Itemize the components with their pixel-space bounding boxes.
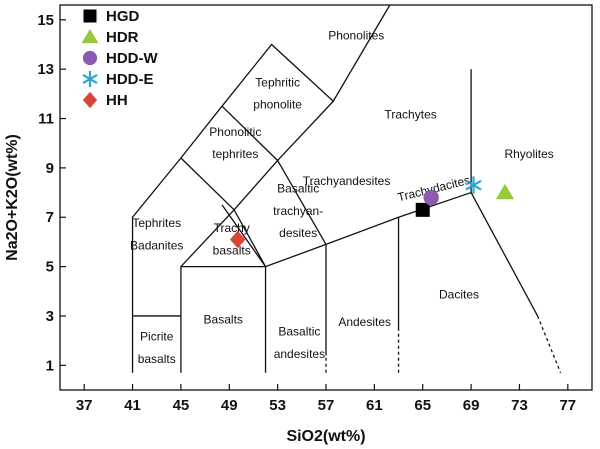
y-tick-label: 15 — [37, 12, 54, 29]
marker-triangle — [81, 28, 99, 44]
x-tick-label: 73 — [511, 397, 528, 414]
field-label: Tephritic — [255, 75, 300, 89]
y-axis-title: Na2O+K2O(wt%) — [4, 134, 21, 261]
legend-item-hdr: HDR — [81, 28, 139, 46]
field-label: Basaltic — [277, 182, 319, 196]
x-tick-label: 69 — [463, 397, 480, 414]
legend-label: HDR — [106, 29, 139, 46]
field-boundary-line — [277, 160, 327, 245]
marker-asterisk-stroke — [465, 179, 482, 191]
field-label: Andesites — [338, 315, 391, 329]
field-label: Badanites — [130, 238, 183, 252]
legend-item-hdd-e: HDD-E — [82, 70, 154, 88]
legend-item-hgd: HGD — [83, 8, 140, 25]
marker-asterisk-stroke — [82, 73, 98, 85]
x-tick-label: 41 — [124, 397, 141, 414]
field-label: Basaltic — [278, 325, 320, 339]
field-boundary-line — [470, 192, 539, 317]
field-label: Dacites — [439, 288, 479, 302]
x-tick-label: 57 — [318, 397, 335, 414]
field-boundary-line — [233, 209, 267, 267]
marker-square — [415, 202, 430, 217]
data-point-hdd-e — [465, 176, 482, 194]
y-tick-label: 9 — [46, 160, 54, 177]
x-tick-label: 61 — [366, 397, 383, 414]
x-axis-title: SiO2(wt%) — [286, 428, 365, 445]
legend-label: HDD-W — [106, 50, 158, 67]
x-tick-label: 37 — [76, 397, 93, 414]
field-label: desites — [279, 226, 317, 240]
field-boundary-line — [180, 157, 235, 211]
y-tick-label: 5 — [46, 259, 54, 276]
field-boundary-dashed — [536, 315, 562, 373]
marker-triangle — [495, 183, 515, 200]
legend-label: HGD — [106, 8, 140, 25]
data-point-hdr — [495, 183, 515, 200]
field-label: basalts — [138, 352, 176, 366]
legend: HGD HDR HDD-W HDD-E HH — [81, 8, 158, 109]
y-tick-label: 11 — [38, 111, 54, 128]
marker-square — [83, 9, 97, 23]
field-label: trachyan- — [273, 204, 323, 218]
x-tick-label: 53 — [269, 397, 286, 414]
field-label: Trachyandesites — [303, 174, 391, 188]
legend-item-hdd-w: HDD-W — [82, 50, 158, 67]
field-label: basalts — [213, 243, 251, 257]
marker-circle — [423, 189, 439, 206]
data-point-hdd-w — [423, 189, 439, 206]
field-boundary-line — [221, 105, 279, 161]
x-tick-label: 77 — [559, 397, 576, 414]
field-label: Trachytes — [385, 108, 437, 122]
legend-label: HH — [106, 92, 128, 109]
field-label: Phonolitic — [209, 125, 261, 139]
marker-circle — [82, 50, 98, 66]
legend-label: HDD-E — [106, 71, 154, 88]
field-labels: Phonolites Tephritic phonolite Phonolitic te… — [130, 29, 554, 366]
field-label: tephrites — [212, 147, 258, 161]
field-label: Basalts — [204, 312, 243, 326]
x-axis: 37 41 45 49 53 57 61 65 69 73 77 — [76, 384, 576, 414]
field-label: Rhyolites — [504, 147, 553, 161]
field-label: Phonolites — [328, 29, 384, 43]
field-label: Picrite — [140, 330, 174, 344]
marker-diamond — [82, 91, 98, 109]
x-tick-label: 65 — [414, 397, 431, 414]
y-tick-label: 7 — [46, 209, 54, 226]
y-tick-label: 13 — [37, 61, 54, 78]
data-points — [230, 176, 515, 249]
field-label: andesites — [274, 347, 325, 361]
legend-item-hh: HH — [82, 91, 128, 109]
field-label: Tephrites — [132, 216, 181, 230]
field-label: Trachy — [214, 221, 250, 235]
y-tick-label: 1 — [46, 357, 54, 374]
marker-diamond — [230, 230, 246, 249]
x-tick-label: 45 — [173, 397, 190, 414]
data-point-hh — [230, 230, 246, 249]
field-label: phonolite — [253, 98, 302, 112]
x-tick-label: 49 — [221, 397, 238, 414]
field-boundaries — [131, 5, 562, 373]
y-tick-label: 3 — [46, 308, 54, 325]
data-point-hgd — [415, 202, 430, 217]
